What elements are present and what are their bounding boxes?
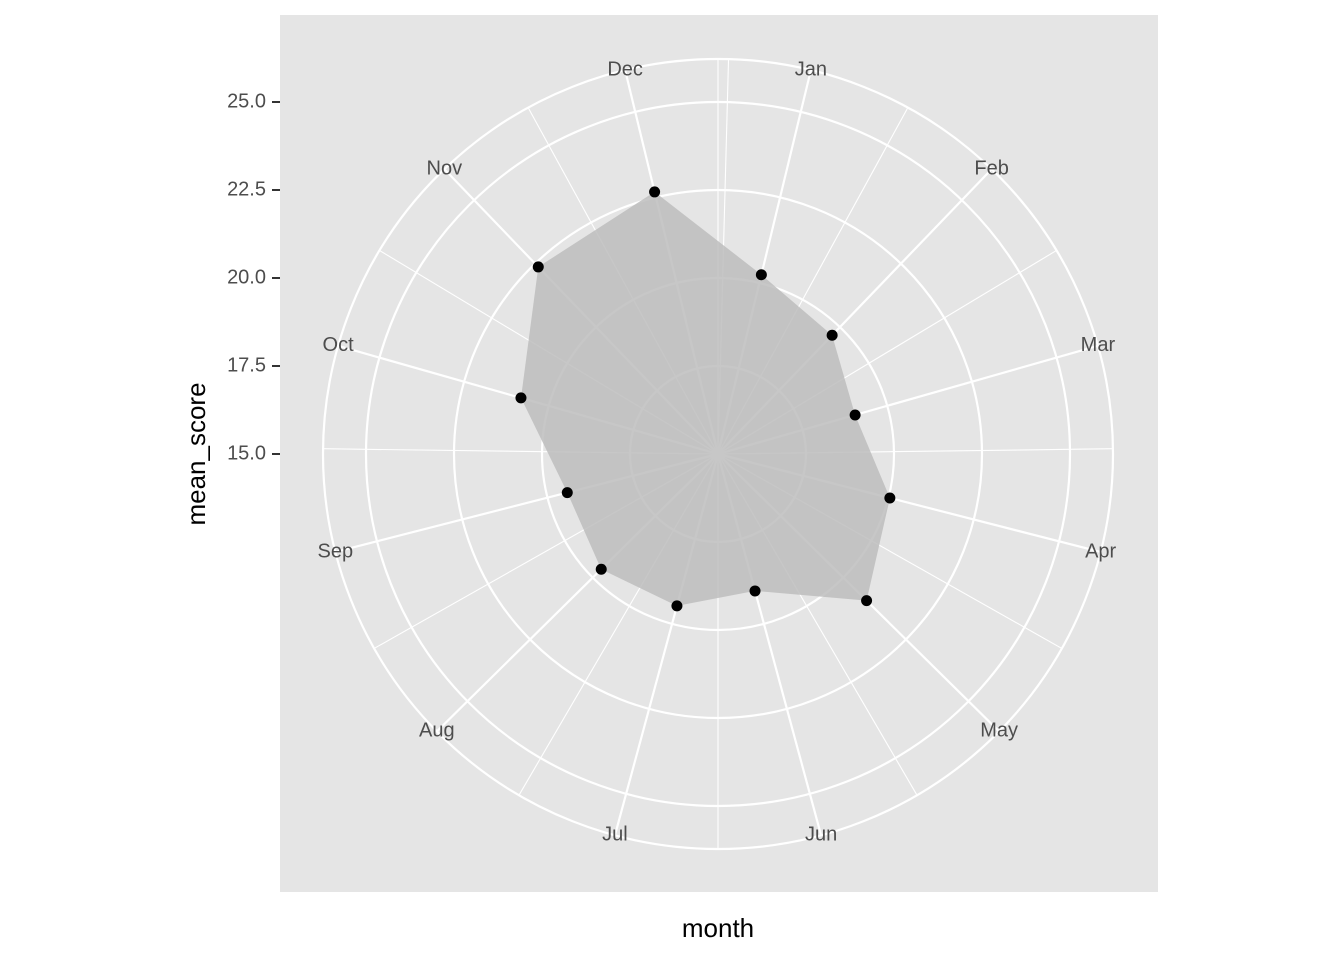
x-tick-label: Nov bbox=[427, 157, 463, 179]
point bbox=[861, 595, 873, 607]
point bbox=[826, 329, 838, 341]
y-tick-label: 20.0 bbox=[227, 266, 266, 288]
y-axis-title: mean_score bbox=[181, 382, 211, 525]
y-tick-label: 15.0 bbox=[227, 442, 266, 464]
point bbox=[755, 269, 767, 281]
x-tick-label: Jan bbox=[795, 58, 827, 80]
x-tick-label: Apr bbox=[1085, 540, 1116, 562]
point bbox=[884, 492, 896, 504]
x-tick-label: Jun bbox=[805, 824, 837, 846]
y-tick-label: 25.0 bbox=[227, 90, 266, 112]
x-tick-label: Aug bbox=[419, 720, 455, 742]
x-tick-label: Sep bbox=[318, 540, 354, 562]
x-tick-label: Mar bbox=[1081, 334, 1116, 356]
area bbox=[521, 191, 890, 606]
point bbox=[595, 563, 607, 575]
point bbox=[749, 585, 761, 597]
y-tick-label: 22.5 bbox=[227, 178, 266, 200]
x-tick-label: Dec bbox=[607, 58, 643, 80]
point bbox=[532, 261, 544, 273]
point bbox=[671, 600, 683, 612]
x-axis-title: month bbox=[682, 913, 754, 943]
x-tick-label: Oct bbox=[323, 334, 355, 356]
x-tick-label: Feb bbox=[974, 157, 1008, 179]
y-tick-label: 17.5 bbox=[227, 354, 266, 376]
point bbox=[515, 392, 527, 404]
x-tick-label: May bbox=[980, 720, 1018, 742]
x-tick-label: Jul bbox=[602, 824, 628, 846]
point bbox=[849, 409, 861, 421]
point bbox=[561, 487, 573, 499]
point bbox=[649, 186, 661, 198]
